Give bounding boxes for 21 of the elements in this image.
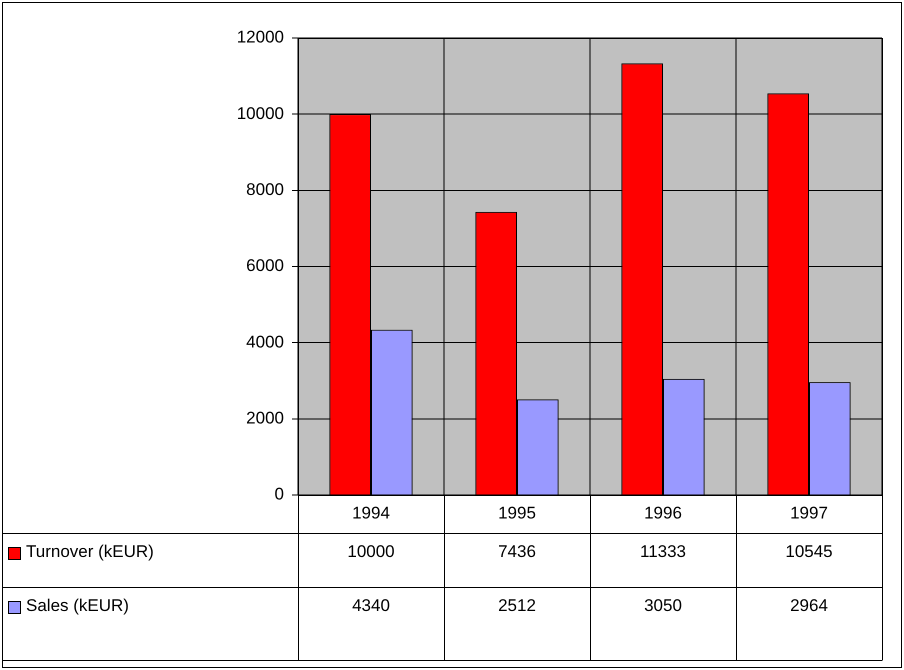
data-label: 10000: [347, 542, 395, 562]
y-tick-label: 8000: [246, 180, 284, 200]
legend-label: Turnover (kEUR): [26, 542, 154, 562]
x-tick-label: 1997: [790, 504, 828, 523]
legend-label: Sales (kEUR): [26, 596, 129, 616]
y-tick-label: 10000: [236, 104, 284, 123]
x-tick-label: 1995: [498, 504, 536, 523]
data-label: 11333: [640, 542, 686, 562]
data-label: 10545: [785, 542, 833, 562]
x-tick-label: 1996: [644, 504, 682, 523]
data-label: 2964: [790, 596, 828, 616]
y-tick-label: 6000: [246, 256, 284, 276]
data-label: 7436: [498, 542, 536, 562]
data-label: 3050: [644, 596, 682, 616]
data-label: 4340: [352, 596, 390, 616]
x-tick-label: 1994: [352, 504, 390, 523]
y-tick-label: 4000: [246, 332, 284, 352]
y-tick-label: 12000: [236, 28, 284, 47]
data-label: 2512: [498, 596, 536, 616]
y-tick-label: 2000: [246, 408, 284, 428]
y-tick-label: 0: [274, 484, 284, 504]
